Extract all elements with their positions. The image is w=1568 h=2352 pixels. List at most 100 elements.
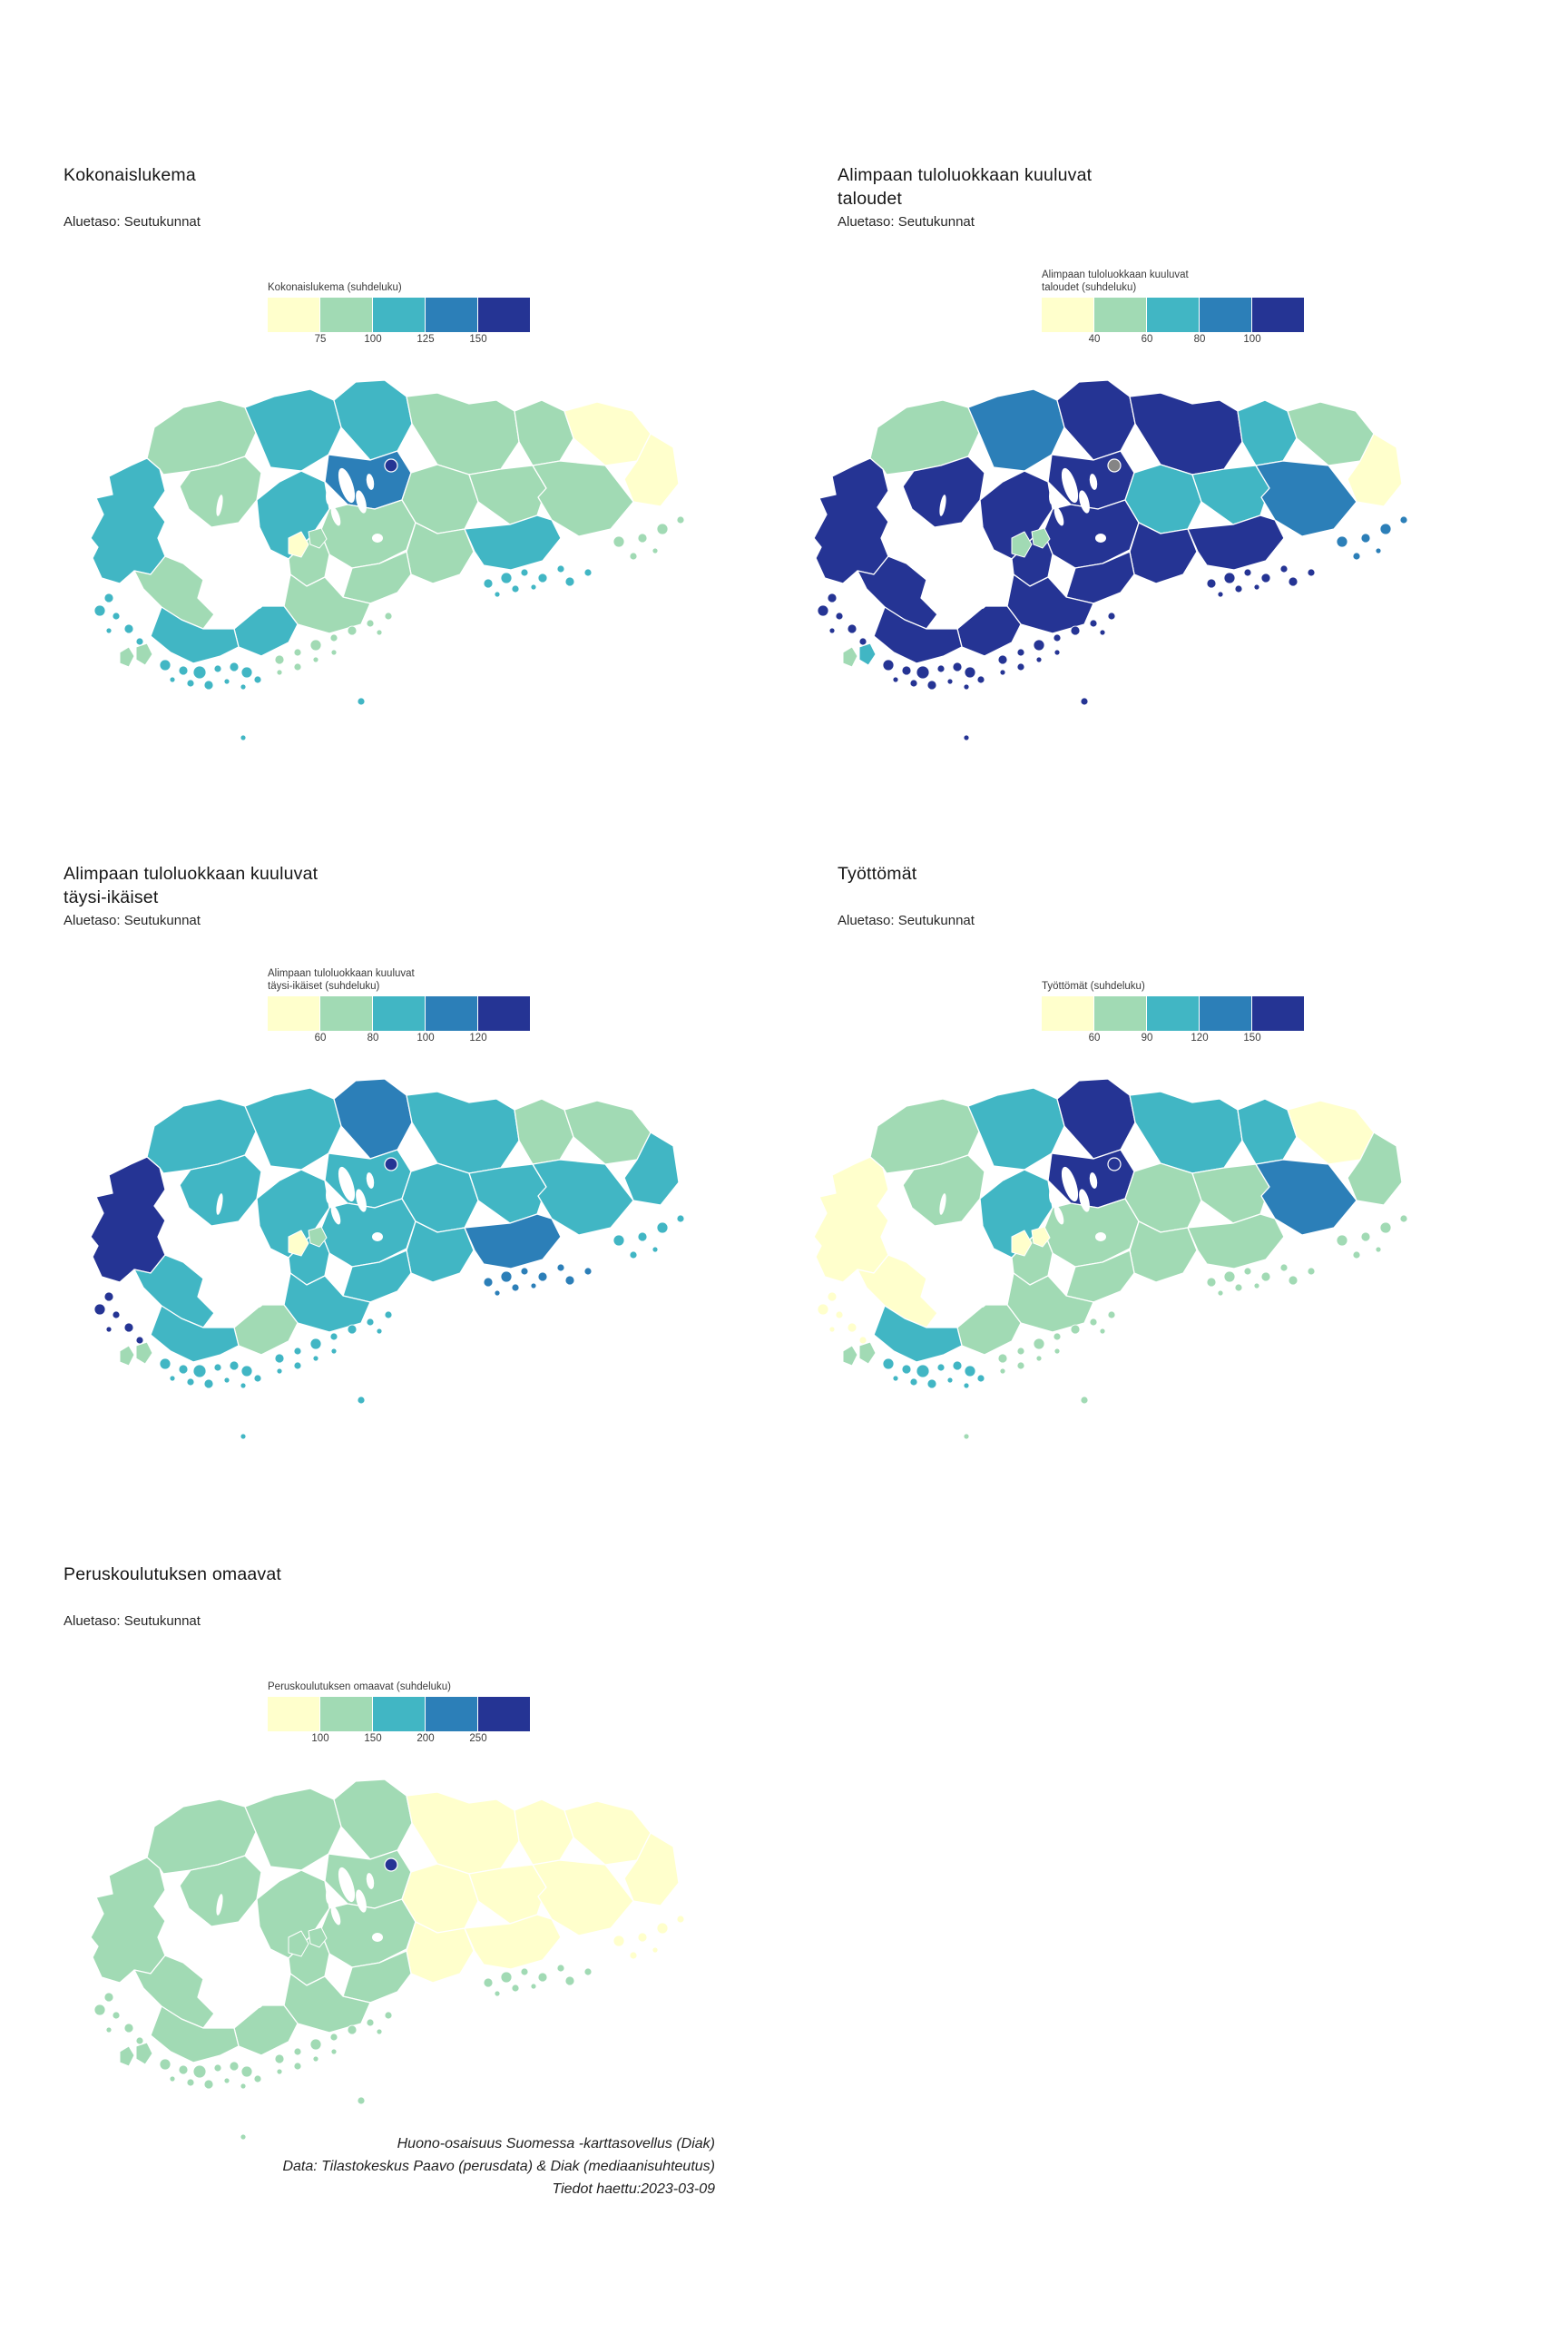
- map-region-isl-far-s: [240, 1396, 366, 1440]
- legend-color-bar: [1042, 996, 1305, 1031]
- map-region-coast-nw: [869, 1098, 980, 1174]
- map-region-sw-pair-b: [135, 2042, 153, 2065]
- map-region-center-yellow: [288, 531, 309, 558]
- map-region-pori: [133, 1254, 215, 1328]
- map-region-kotka: [1187, 514, 1285, 571]
- map-region-pori: [857, 1254, 938, 1328]
- map-region-isl-s: [274, 612, 393, 676]
- legend-swatch-0: [268, 996, 319, 1031]
- legend-swatch-2: [373, 298, 425, 332]
- map-subtitle: Aluetaso: Seutukunnat: [64, 1613, 201, 1629]
- map-region-pori: [133, 555, 215, 630]
- legend-tick: 100: [364, 334, 382, 345]
- legend-ticks: 60 90 120 150: [1042, 1033, 1305, 1048]
- map-card-peruskoulutus: Peruskoulutuksen omaavat Aluetaso: Seutu…: [64, 1563, 753, 2168]
- map-subtitle: Aluetaso: Seutukunnat: [838, 913, 975, 928]
- legend-title-line1: Työttömät (suhdeluku): [1042, 981, 1145, 992]
- choropleth-map: [90, 1078, 685, 1440]
- map-region-coast-nw: [146, 399, 257, 475]
- map-region-center-green-small: [308, 1226, 328, 1248]
- legend: Peruskoulutuksen omaavat (suhdeluku) 100…: [268, 1668, 531, 1749]
- map-region-sw-pair-b: [858, 642, 877, 666]
- legend-color-bar: [268, 298, 531, 332]
- map-region-center-green-small: [1031, 1226, 1051, 1248]
- map-region-pieksamaki: [514, 1098, 574, 1165]
- map-region-kuusio: [902, 1154, 985, 1227]
- legend-title-line2: täysi-ikäiset (suhdeluku): [268, 981, 380, 992]
- map-region-mikkeli: [406, 1091, 520, 1174]
- map-region-lappeenranta: [532, 1159, 634, 1236]
- map-region-center-green-small: [1031, 527, 1051, 549]
- map-region-sw-pair-b: [858, 1341, 877, 1365]
- map-region-isl-e: [612, 1915, 685, 1960]
- map-subtitle: Aluetaso: Seutukunnat: [64, 214, 201, 230]
- map-region-saarijarvi: [1056, 1078, 1136, 1160]
- legend-tick: 120: [1191, 1033, 1209, 1044]
- map-region-isl-far-s: [963, 697, 1089, 741]
- map-region-center-yellow: [1011, 1230, 1033, 1257]
- map-region-jyv-city: [384, 1857, 398, 1872]
- legend-swatch-4: [478, 298, 530, 332]
- map-region-saarijarvi: [1056, 379, 1136, 461]
- map-region-pieksamaki: [514, 1798, 574, 1866]
- legend-color-bar: [268, 996, 531, 1031]
- legend-ticks: 100 150 200 250: [268, 1733, 531, 1749]
- map-region-salo: [233, 1304, 299, 1356]
- legend-swatch-3: [426, 996, 477, 1031]
- map-region-isl-sw: [882, 659, 985, 691]
- map-region-turku: [873, 606, 963, 664]
- map-region-turku: [150, 1305, 240, 1363]
- map-region-ne-east-1: [1287, 1100, 1375, 1165]
- map-region-seinajoki: [967, 388, 1065, 472]
- map-region-ne-east-2: [623, 1832, 680, 1906]
- map-title-line1: Peruskoulutuksen omaavat: [64, 1564, 282, 1584]
- map-region-isl-w: [93, 1291, 144, 1345]
- map-region-salo: [956, 605, 1022, 657]
- map-title-line1: Alimpaan tuloluokkaan kuuluvat: [838, 165, 1093, 185]
- legend-swatch-3: [426, 298, 477, 332]
- legend: Kokonaislukema (suhdeluku) 75 100 125 150: [268, 269, 531, 349]
- map-region-pori: [133, 1955, 215, 2029]
- legend-tick: 90: [1141, 1033, 1153, 1044]
- legend-tick: 150: [469, 334, 487, 345]
- map-region-kotka: [464, 1914, 562, 1970]
- map-title: Alimpaan tuloluokkaan kuuluvat täysi-ikä…: [64, 862, 753, 913]
- card-head: Alimpaan tuloluokkaan kuuluvat taloudet …: [838, 163, 1502, 232]
- legend-swatch-0: [268, 298, 319, 332]
- map-region-kuusio: [902, 456, 985, 528]
- caption-line-data: Data: Tilastokeskus Paavo (perusdata) & …: [282, 2159, 715, 2174]
- legend-tick: 80: [1193, 334, 1206, 345]
- map-region-lappeenranta: [532, 460, 634, 537]
- map-region-salo: [956, 1304, 1022, 1356]
- map-region-isl-sw: [882, 1357, 985, 1389]
- map-region-kuusio: [179, 456, 262, 528]
- map-title: Peruskoulutuksen omaavat: [64, 1563, 753, 1613]
- legend-swatch-4: [1252, 996, 1304, 1031]
- legend-title-line1: Kokonaislukema (suhdeluku): [268, 282, 402, 293]
- map-card-taloudet: Alimpaan tuloluokkaan kuuluvat taloudet …: [812, 163, 1502, 769]
- caption-line-date: Tiedot haettu:2023-03-09: [552, 2181, 715, 2197]
- map-region-vaasa: [813, 457, 889, 584]
- map-region-isl-far-s: [240, 697, 366, 741]
- map-region-isl-w: [817, 1291, 867, 1345]
- card-head: Työttömät Aluetaso: Seutukunnat: [838, 862, 1502, 931]
- legend-swatch-2: [1147, 996, 1199, 1031]
- legend-tick: 80: [367, 1033, 379, 1044]
- map-region-mikkeli: [1129, 392, 1243, 475]
- map-region-vaasa: [90, 1156, 166, 1283]
- map-region-salo: [233, 605, 299, 657]
- legend-tick: 60: [1088, 1033, 1101, 1044]
- map-region-center-west: [979, 470, 1054, 560]
- legend-title: Alimpaan tuloluokkaan kuuluvat taloudet …: [1042, 269, 1305, 294]
- legend-tick: 250: [469, 1733, 487, 1744]
- map-region-isl-s: [274, 2011, 393, 2075]
- map-title-line1: Alimpaan tuloluokkaan kuuluvat: [64, 864, 318, 884]
- map-region-isl-sw: [159, 659, 262, 691]
- map-region-center-yellow: [1011, 531, 1033, 558]
- map-region-vaasa: [813, 1156, 889, 1283]
- map-region-jyv-city: [1107, 458, 1122, 473]
- map-region-isl-se: [1206, 564, 1316, 598]
- map-region-sw-pair-a: [119, 646, 135, 668]
- legend-color-bar: [1042, 298, 1305, 332]
